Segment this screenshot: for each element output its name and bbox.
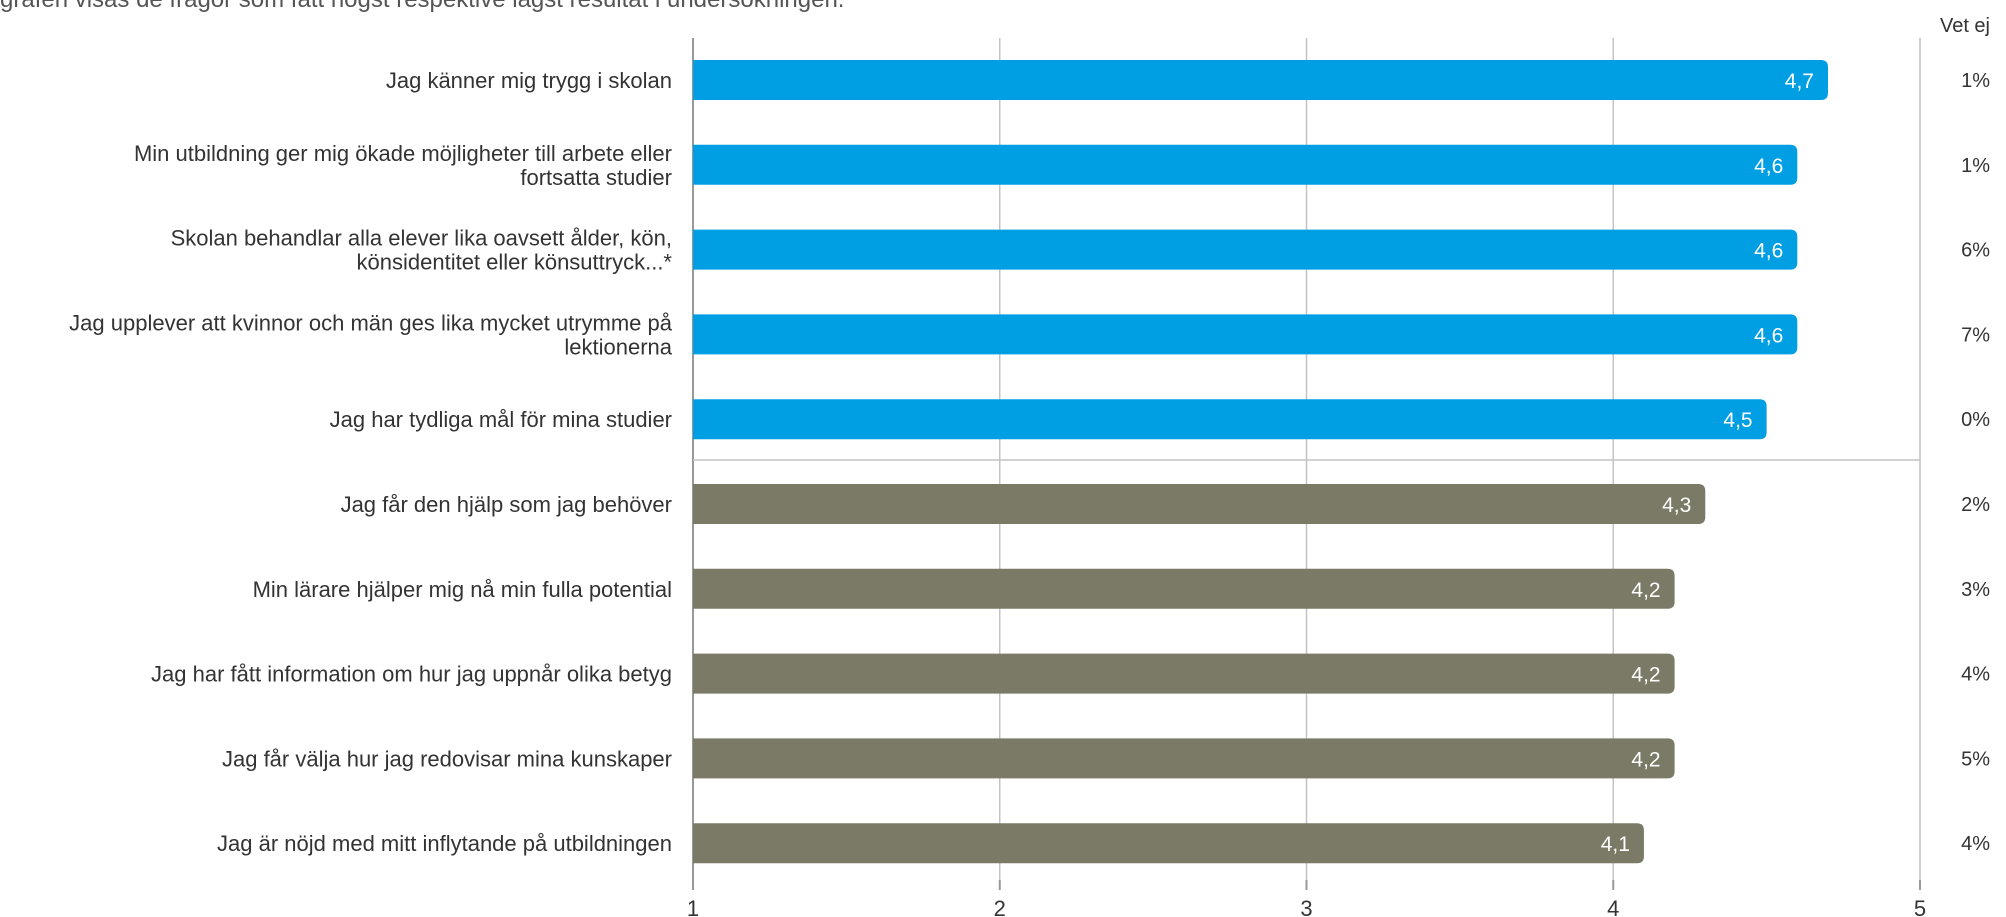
category-label: Skolan behandlar alla elever lika oavset… bbox=[171, 226, 673, 275]
bar-value-label: 4,6 bbox=[1754, 324, 1783, 347]
bar-value-label: 4,5 bbox=[1723, 409, 1752, 432]
vetej-value: 4% bbox=[1961, 664, 1990, 686]
category-label: Min lärare hjälper mig nå min fulla pote… bbox=[253, 577, 672, 602]
category-label-line: Jag får välja hur jag redovisar mina kun… bbox=[222, 746, 672, 771]
bar bbox=[693, 823, 1644, 864]
category-label: Jag får välja hur jag redovisar mina kun… bbox=[222, 746, 672, 771]
vetej-value: 4% bbox=[1961, 833, 1990, 855]
bar bbox=[693, 60, 1828, 100]
vetej-value: 5% bbox=[1961, 748, 1990, 770]
vetej-value: 6% bbox=[1961, 240, 1990, 262]
category-label-line: Skolan behandlar alla elever lika oavset… bbox=[171, 226, 672, 251]
category-label: Jag får den hjälp som jag behöver bbox=[341, 492, 672, 517]
bar-value-label: 4,2 bbox=[1631, 579, 1660, 602]
intro-text: grafen visas de frågor som fått högst re… bbox=[0, 0, 844, 14]
category-label-line: könsidentitet eller könsuttryck...* bbox=[357, 250, 673, 275]
category-label: Jag har tydliga mål för mina studier bbox=[330, 407, 672, 432]
category-label: Min utbildning ger mig ökade möjligheter… bbox=[134, 141, 672, 190]
category-label: Jag upplever att kvinnor och män ges lik… bbox=[69, 310, 673, 359]
category-label-line: Jag får den hjälp som jag behöver bbox=[341, 492, 672, 517]
x-tick-label: 1 bbox=[687, 896, 699, 917]
category-label-line: Jag är nöjd med mitt inflytande på utbil… bbox=[217, 831, 672, 856]
category-label-line: Min lärare hjälper mig nå min fulla pote… bbox=[253, 577, 672, 602]
category-label-line: Jag har fått information om hur jag uppn… bbox=[151, 662, 672, 687]
category-label-line: Jag har tydliga mål för mina studier bbox=[330, 407, 672, 432]
category-label-line: fortsatta studier bbox=[520, 165, 672, 190]
category-label: Jag har fått information om hur jag uppn… bbox=[151, 662, 672, 687]
x-tick-label: 3 bbox=[1300, 896, 1312, 917]
x-tick-label: 4 bbox=[1607, 896, 1619, 917]
vetej-value: 1% bbox=[1961, 155, 1990, 177]
vetej-value: 7% bbox=[1961, 324, 1990, 346]
bar bbox=[693, 738, 1675, 779]
bar bbox=[693, 229, 1798, 270]
bar-value-label: 4,6 bbox=[1754, 240, 1783, 263]
category-label-line: lektionerna bbox=[564, 334, 672, 359]
vetej-header: Vet ej bbox=[1940, 15, 1990, 37]
bar bbox=[693, 568, 1675, 609]
vetej-value: 1% bbox=[1961, 70, 1990, 92]
x-tick-label: 5 bbox=[1914, 896, 1926, 917]
bar-value-label: 4,2 bbox=[1631, 664, 1660, 687]
bar-value-label: 4,6 bbox=[1754, 155, 1783, 178]
bar-value-label: 4,2 bbox=[1631, 748, 1660, 771]
bar-value-label: 4,7 bbox=[1785, 70, 1814, 93]
vetej-value: 0% bbox=[1961, 409, 1990, 431]
bar bbox=[693, 399, 1767, 440]
bar bbox=[693, 314, 1798, 355]
bar bbox=[693, 653, 1675, 694]
vetej-value: 3% bbox=[1961, 579, 1990, 601]
category-label-line: Jag känner mig trygg i skolan bbox=[386, 68, 672, 93]
bar bbox=[693, 144, 1798, 185]
bar-value-label: 4,1 bbox=[1601, 833, 1630, 856]
bar bbox=[693, 484, 1706, 524]
x-tick-label: 2 bbox=[994, 896, 1006, 917]
category-label-line: Jag upplever att kvinnor och män ges lik… bbox=[69, 310, 673, 335]
vetej-value: 2% bbox=[1961, 494, 1990, 516]
bar-value-label: 4,3 bbox=[1662, 494, 1691, 517]
category-label: Jag är nöjd med mitt inflytande på utbil… bbox=[217, 831, 672, 856]
category-label: Jag känner mig trygg i skolan bbox=[386, 68, 672, 93]
category-label-line: Min utbildning ger mig ökade möjligheter… bbox=[134, 141, 672, 166]
